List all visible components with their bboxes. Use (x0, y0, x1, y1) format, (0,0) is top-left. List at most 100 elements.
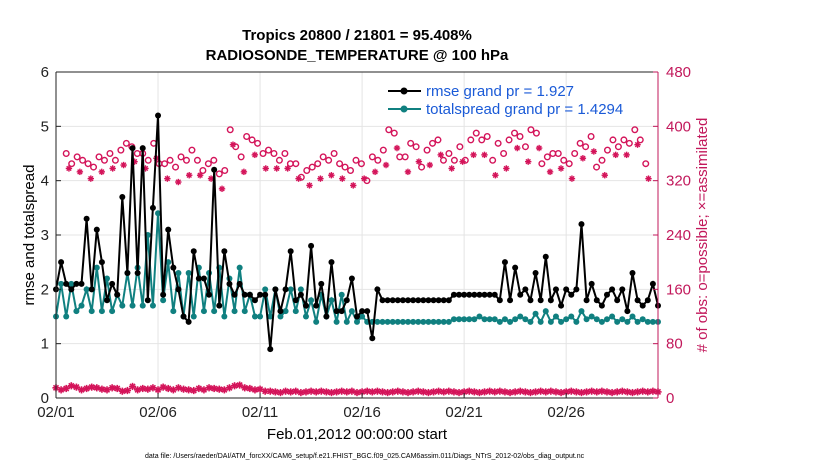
rmse-point (374, 286, 381, 293)
totalspread-point (471, 316, 478, 323)
totalspread-point (175, 270, 182, 277)
rmse-point (221, 248, 228, 255)
rmse-point (588, 280, 595, 287)
obs-assimilated-point (579, 155, 587, 162)
obs-assimilated-point (295, 175, 302, 182)
obs-possible-point (308, 163, 316, 171)
obs-possible-point (347, 166, 355, 174)
rmse-point (619, 286, 626, 293)
obs-assimilated-point (317, 175, 324, 182)
rmse-point (609, 286, 616, 293)
obs-assimilated-point (240, 168, 248, 176)
obs-assimilated-point (297, 388, 305, 397)
rmse-point (282, 286, 289, 293)
obs-possible-point (221, 166, 229, 174)
obs-assimilated-point (492, 172, 499, 179)
totalspread-point (139, 302, 146, 309)
totalspread-point (450, 316, 457, 323)
obs-possible-point (352, 156, 360, 164)
x-tick-label: 02/21 (445, 404, 483, 421)
rmse-point (216, 302, 223, 309)
obs-assimilated-point (371, 168, 379, 176)
rmse-point (160, 291, 167, 298)
rmse-point (394, 297, 401, 304)
obs-possible-point (188, 146, 196, 154)
obs-assimilated-point (426, 161, 433, 169)
rmse-point (175, 286, 182, 293)
totalspread-point (58, 280, 65, 287)
totalspread-point (149, 302, 156, 309)
obs-assimilated-point (229, 141, 237, 148)
totalspread-point (389, 318, 396, 325)
obs-possible-point (122, 139, 130, 147)
obs-possible-point (511, 129, 519, 137)
rmse-point (542, 253, 549, 260)
totalspread-point (588, 313, 595, 320)
obs-assimilated-point (568, 175, 576, 182)
rmse-point (185, 318, 192, 325)
obs-assimilated-point (393, 144, 401, 152)
rmse-point (634, 297, 641, 304)
totalspread-point (119, 302, 126, 309)
totalspread-point (517, 313, 524, 320)
obs-assimilated-point (448, 165, 455, 172)
obs-possible-point (593, 163, 601, 171)
obs-assimilated-point (154, 386, 162, 394)
obs-possible-point (620, 136, 628, 144)
obs-assimilated-point (459, 158, 466, 165)
obs-assimilated-point (535, 144, 543, 152)
obs-assimilated-point (276, 388, 285, 397)
totalspread-point (73, 308, 80, 315)
rmse-point (568, 291, 575, 298)
obs-assimilated-point (307, 387, 315, 395)
obs-possible-point (636, 136, 644, 144)
obs-possible-point (434, 136, 442, 144)
totalspread-point (466, 316, 473, 323)
rmse-point (297, 291, 304, 298)
totalspread-point (639, 316, 646, 323)
rmse-point (104, 297, 111, 304)
totalspread-point (624, 318, 631, 325)
totalspread-point (257, 313, 264, 320)
obs-possible-point (281, 149, 289, 157)
obs-assimilated-point (62, 384, 70, 393)
rmse-point (532, 270, 539, 277)
rmse-point (292, 297, 299, 304)
rmse-point (537, 297, 544, 304)
obs-possible-point (418, 163, 426, 171)
obs-possible-point (603, 146, 611, 154)
obs-possible-point (500, 149, 508, 157)
obs-possible-point (84, 160, 92, 168)
obs-possible-point (199, 166, 207, 174)
obs-possible-point (576, 139, 584, 147)
totalspread-point (374, 318, 381, 325)
legend-spread-label: totalspread grand pr = 1.4294 (426, 101, 623, 118)
obs-possible-point (489, 156, 497, 164)
obs-possible-point (368, 153, 376, 161)
rmse-point (598, 302, 605, 309)
y-left-tick-label: 4 (41, 173, 49, 190)
obs-possible-point (423, 146, 431, 154)
totalspread-point (501, 316, 508, 323)
obs-assimilated-point (612, 151, 619, 159)
totalspread-point (200, 308, 207, 315)
rmse-point (195, 275, 202, 282)
obs-assimilated-point (546, 168, 554, 176)
totalspread-point (78, 302, 85, 309)
totalspread-point (573, 318, 580, 325)
rmse-point (369, 335, 376, 342)
rmse-point (440, 297, 447, 304)
obs-assimilated-point (503, 165, 510, 172)
totalspread-point (522, 316, 529, 323)
obs-possible-point (73, 153, 81, 161)
obs-assimilated-point (639, 387, 647, 395)
totalspread-point (481, 316, 488, 323)
rmse-point (481, 291, 488, 298)
obs-assimilated-point (415, 158, 423, 165)
totalspread-point (343, 318, 350, 325)
obs-assimilated-point (525, 158, 532, 165)
obs-possible-point (210, 156, 218, 164)
obs-possible-point (582, 143, 590, 151)
totalspread-point (231, 308, 238, 315)
legend-spread-marker (400, 105, 408, 113)
